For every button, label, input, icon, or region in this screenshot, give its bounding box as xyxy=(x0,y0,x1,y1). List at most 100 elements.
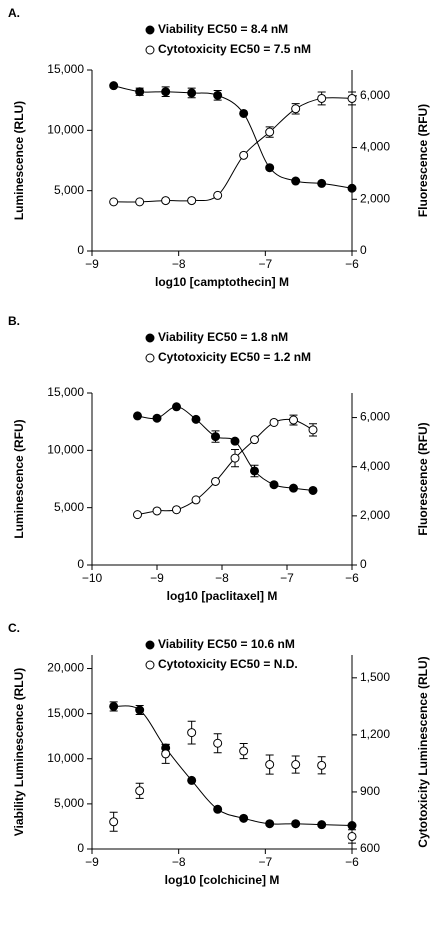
y-tick-label: 15,000 xyxy=(47,62,84,76)
fit-curve xyxy=(113,97,353,203)
data-point xyxy=(187,88,197,98)
x-axis-label: log10 [colchicine] M xyxy=(165,873,280,887)
data-point xyxy=(109,81,119,91)
y-tick-label: 15,000 xyxy=(47,385,84,399)
data-point xyxy=(109,197,119,207)
legend-marker xyxy=(145,640,155,650)
y2-axis-label: Fluorescence (RFU) xyxy=(416,422,430,535)
data-point xyxy=(135,786,145,796)
x-axis-label: log10 [paclitaxel] M xyxy=(167,589,278,603)
data-point xyxy=(347,93,357,103)
data-point xyxy=(152,413,162,423)
x-tick-label: −8 xyxy=(172,855,186,869)
data-point xyxy=(308,485,318,495)
y-tick-label: 0 xyxy=(77,243,84,257)
panel: C. −9 −8 −7 −6 0 5,000 10,000 15,000 20,000 600 900… xyxy=(8,621,430,887)
data-point xyxy=(265,819,275,829)
data-point xyxy=(291,819,301,829)
data-point xyxy=(265,163,275,173)
data-point xyxy=(289,415,298,425)
data-point xyxy=(317,93,327,103)
y2-tick-label: 2,000 xyxy=(360,191,390,205)
y-tick-label: 5,000 xyxy=(54,796,84,810)
x-tick-label: −8 xyxy=(172,257,186,271)
y-tick-label: 5,000 xyxy=(54,183,84,197)
data-point xyxy=(133,510,142,520)
y2-tick-label: 4,000 xyxy=(360,459,390,473)
x-axis-label: log10 [camptothecin] M xyxy=(155,275,289,289)
y2-tick-label: 4,000 xyxy=(360,140,390,154)
data-point xyxy=(135,197,145,207)
data-point xyxy=(289,483,298,493)
panel-label: C. xyxy=(8,621,20,635)
y2-tick-label: 0 xyxy=(360,243,367,257)
data-point xyxy=(269,480,279,490)
data-point xyxy=(187,196,197,206)
y-tick-label: 5,000 xyxy=(54,500,84,514)
data-point xyxy=(211,476,220,486)
panel-label: B. xyxy=(8,314,20,328)
data-point xyxy=(317,820,327,830)
data-point xyxy=(213,190,223,200)
data-point xyxy=(211,432,220,442)
data-point xyxy=(230,453,240,463)
data-point xyxy=(317,178,327,188)
data-point xyxy=(191,414,201,424)
data-point xyxy=(291,176,301,186)
data-point xyxy=(239,108,249,118)
data-point xyxy=(109,817,119,827)
y-tick-label: 10,000 xyxy=(47,443,84,457)
data-point xyxy=(191,495,201,505)
y2-tick-label: 900 xyxy=(360,784,380,798)
y-tick-label: 15,000 xyxy=(47,706,84,720)
data-point xyxy=(172,402,181,412)
legend-label: Viability EC50 = 1.8 nM xyxy=(158,330,288,344)
data-point xyxy=(230,436,240,446)
data-point xyxy=(161,87,171,97)
legend-marker xyxy=(145,45,155,55)
data-point xyxy=(239,813,249,823)
y-tick-label: 0 xyxy=(77,557,84,571)
data-point xyxy=(161,749,171,759)
legend-label: Viability EC50 = 10.6 nM xyxy=(158,637,295,651)
y2-axis-label: Fluorescence (RFU) xyxy=(416,104,430,217)
legend-marker xyxy=(145,333,155,343)
data-point xyxy=(187,728,197,738)
x-tick-label: −9 xyxy=(150,571,164,585)
panel: B.−10 −9 −8 −7 −605,00010,00015,00002,0004,0… xyxy=(8,314,430,603)
legend-marker xyxy=(145,353,155,363)
legend-label: Cytotoxicity EC50 = 1.2 nM xyxy=(158,350,311,364)
data-point xyxy=(347,183,357,193)
x-tick-label: −8 xyxy=(215,571,229,585)
data-point xyxy=(161,196,171,206)
x-tick-label: −7 xyxy=(280,571,294,585)
data-point xyxy=(213,90,223,100)
legend-marker xyxy=(145,25,155,35)
data-point xyxy=(269,417,279,427)
y2-tick-label: 2,000 xyxy=(360,508,390,522)
panel: A.−9 −8 −7 −605,00010,00015,00002,0004,0006… xyxy=(8,6,430,289)
data-point xyxy=(213,738,223,748)
legend-label: Viability EC50 = 8.4 nM xyxy=(158,22,288,36)
fit-curve xyxy=(137,418,314,516)
y2-tick-label: 6,000 xyxy=(360,88,390,102)
data-point xyxy=(265,127,275,137)
data-point xyxy=(135,87,145,97)
x-tick-label: −6 xyxy=(345,855,359,869)
data-point xyxy=(239,746,249,756)
legend-label: Cytotoxicity EC50 = 7.5 nM xyxy=(158,42,311,56)
panel-label: A. xyxy=(8,6,20,20)
x-tick-label: −6 xyxy=(345,571,359,585)
y-axis-label: Viability Luminescence (RLU) xyxy=(12,668,26,837)
data-point xyxy=(239,150,249,160)
data-point xyxy=(213,804,223,814)
data-point xyxy=(135,705,145,715)
fit-curve xyxy=(113,85,353,189)
y-axis-label: Luminescence (RFU) xyxy=(12,419,26,538)
data-point xyxy=(187,775,197,785)
data-point xyxy=(265,760,275,770)
data-point xyxy=(109,701,119,711)
legend-marker xyxy=(145,660,155,670)
data-point xyxy=(347,821,357,831)
